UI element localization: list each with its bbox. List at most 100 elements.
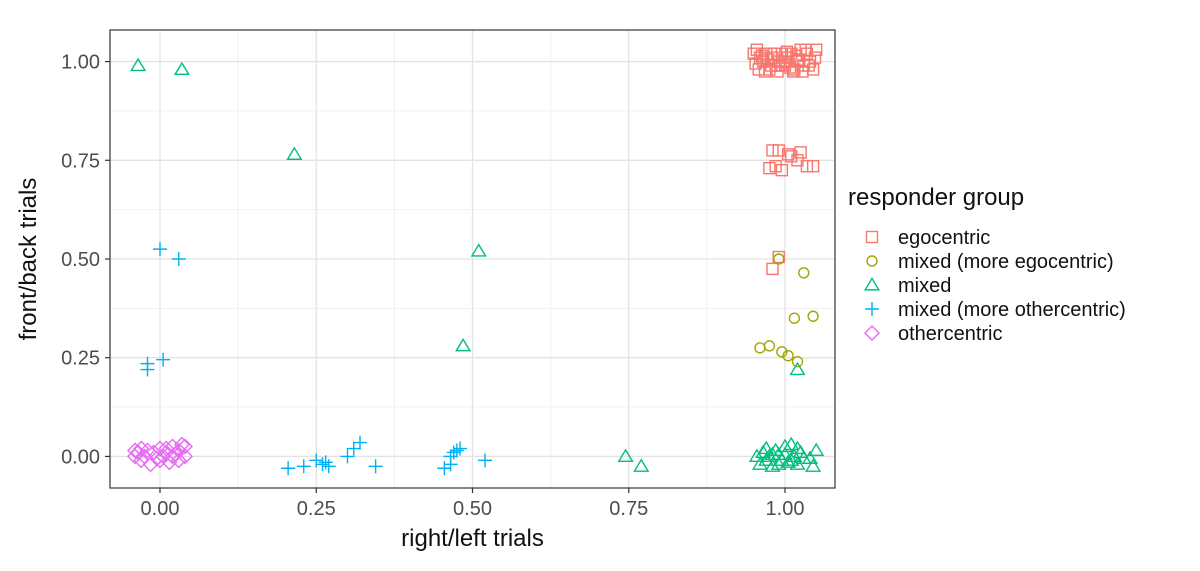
data-point xyxy=(785,150,798,163)
data-point xyxy=(130,57,147,72)
data-points xyxy=(127,43,825,476)
data-point xyxy=(773,253,785,265)
data-point xyxy=(170,442,187,459)
data-point xyxy=(633,458,650,472)
data-point xyxy=(443,449,458,464)
y-axis-title: front/back trials xyxy=(15,178,42,341)
data-point xyxy=(318,455,333,470)
series-mixed xyxy=(130,57,825,472)
legend-item: egocentric xyxy=(865,227,990,249)
data-point xyxy=(455,338,472,352)
grid xyxy=(110,30,835,488)
data-point xyxy=(783,452,800,466)
legend-key-circle xyxy=(866,255,878,267)
data-point xyxy=(806,160,820,173)
data-point xyxy=(769,160,782,173)
y-axis: 0.00 0.25 0.50 0.75 1.00 xyxy=(61,52,110,468)
data-point xyxy=(783,61,797,74)
data-point xyxy=(780,45,794,58)
data-point xyxy=(346,441,361,456)
data-point xyxy=(156,352,171,367)
legend-key-plus xyxy=(865,302,879,316)
x-axis-title: right/left trials xyxy=(401,525,544,552)
y-tick-label: 0.25 xyxy=(61,348,100,370)
data-point xyxy=(776,438,794,453)
data-point xyxy=(776,446,794,461)
data-point xyxy=(772,250,785,264)
legend-label: egocentric xyxy=(898,227,990,249)
data-point xyxy=(139,442,156,459)
x-tick-label: 0.50 xyxy=(453,498,492,520)
data-point xyxy=(148,450,165,467)
data-point xyxy=(309,453,324,468)
data-point xyxy=(789,440,806,455)
data-point xyxy=(772,144,785,157)
data-point xyxy=(808,51,822,64)
data-point xyxy=(800,160,814,173)
data-point xyxy=(177,448,193,465)
legend-key-diamond xyxy=(864,325,880,341)
data-point xyxy=(793,53,806,66)
data-point xyxy=(783,436,800,451)
y-tick-label: 0.50 xyxy=(61,249,100,271)
data-point xyxy=(776,346,788,358)
data-point xyxy=(315,457,330,472)
data-point xyxy=(788,312,801,324)
data-point xyxy=(470,243,487,257)
data-point xyxy=(167,446,184,463)
legend-label: mixed (more egocentric) xyxy=(898,251,1114,273)
data-point xyxy=(153,242,167,257)
data-point xyxy=(368,459,383,474)
legend-title: responder group xyxy=(848,184,1024,211)
data-point xyxy=(281,461,296,476)
data-point xyxy=(171,252,186,266)
legend-item: mixed xyxy=(863,275,951,297)
y-tick-label: 0.75 xyxy=(61,150,100,172)
data-point xyxy=(749,57,762,70)
data-point xyxy=(340,449,355,464)
data-point xyxy=(807,310,819,322)
x-tick-label: 1.00 xyxy=(766,498,805,520)
data-point xyxy=(449,443,464,458)
data-point xyxy=(775,163,789,177)
data-point xyxy=(768,47,781,60)
data-point xyxy=(446,445,461,460)
data-point xyxy=(798,267,810,279)
data-point xyxy=(774,59,787,72)
legend-key-triangle xyxy=(863,277,881,291)
data-point xyxy=(170,452,187,469)
series-egocentric xyxy=(747,43,823,276)
data-point xyxy=(754,342,766,354)
data-point xyxy=(173,61,190,76)
data-point xyxy=(764,446,781,461)
data-point xyxy=(133,440,150,457)
legend-label: othercentric xyxy=(898,323,1003,345)
data-point xyxy=(766,262,779,276)
y-tick-label: 1.00 xyxy=(61,52,100,74)
y-tick-label: 0.00 xyxy=(61,446,100,468)
x-tick-label: 0.75 xyxy=(609,498,648,520)
data-point xyxy=(152,452,168,469)
legend-key-square xyxy=(865,230,879,244)
legend-item: mixed (more othercentric) xyxy=(865,299,1126,321)
data-point xyxy=(808,442,825,457)
data-point xyxy=(794,146,807,159)
series-othercentric xyxy=(127,436,193,473)
x-tick-label: 0.25 xyxy=(297,498,336,520)
data-point xyxy=(770,456,787,470)
data-point xyxy=(766,144,779,157)
data-point xyxy=(755,49,769,62)
x-tick-label: 0.00 xyxy=(141,498,180,520)
data-point xyxy=(789,361,806,376)
data-point xyxy=(786,65,800,78)
data-point xyxy=(763,161,776,175)
data-point xyxy=(353,435,367,450)
data-point xyxy=(751,456,769,470)
data-point xyxy=(140,362,155,377)
data-point xyxy=(799,43,812,56)
data-point xyxy=(286,146,303,160)
data-point xyxy=(805,458,822,472)
legend-item: mixed (more egocentric) xyxy=(866,251,1114,273)
